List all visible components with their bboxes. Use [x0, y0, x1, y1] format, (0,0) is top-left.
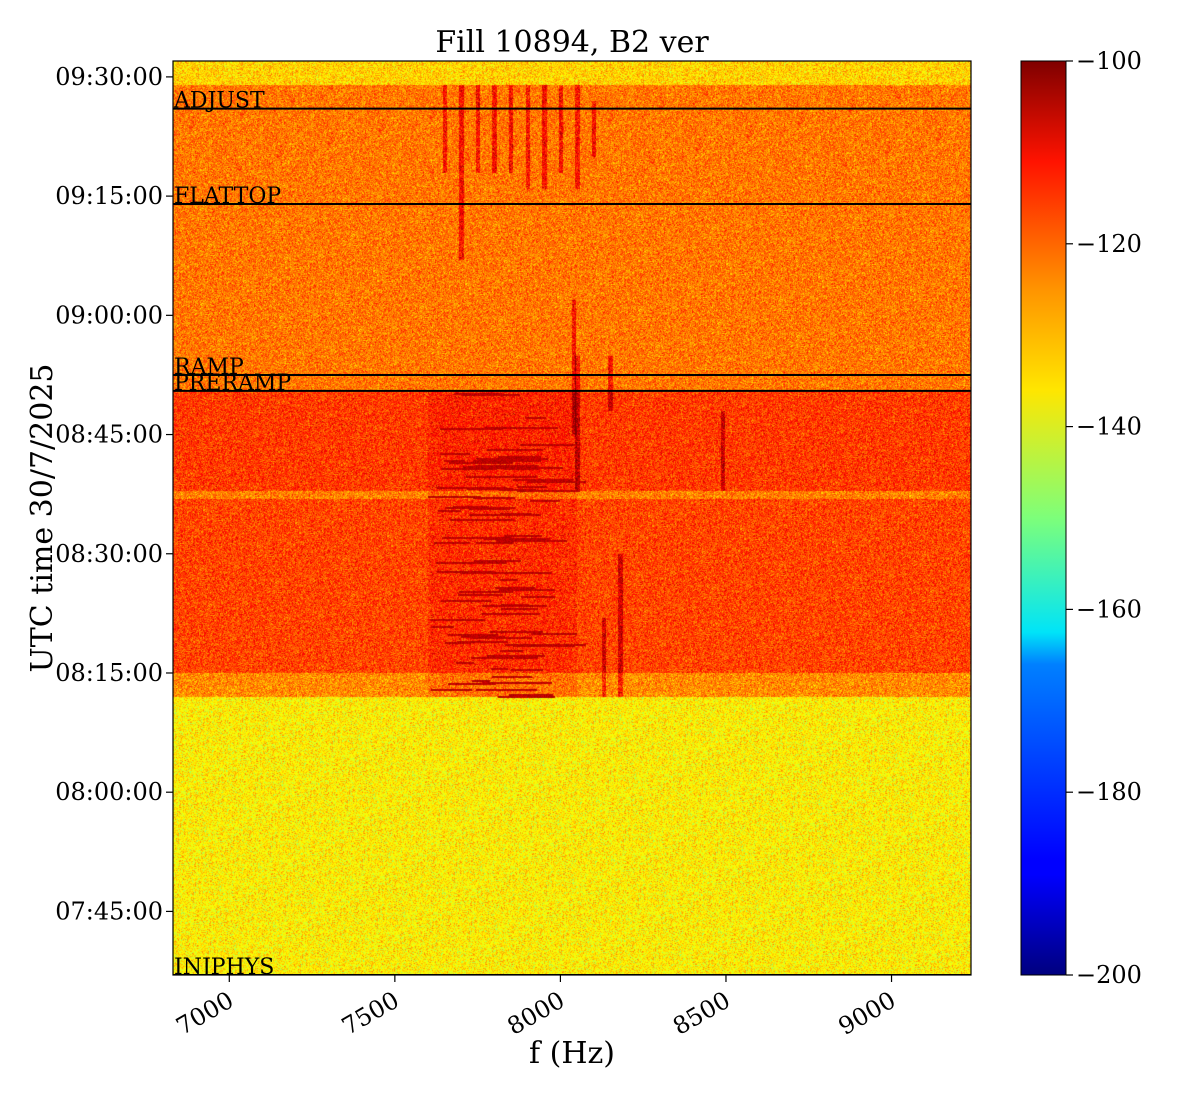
y-tick-label: 08:00:00 [55, 778, 163, 806]
colorbar-tick-label: −160 [1076, 595, 1142, 623]
chart-title: Fill 10894, B2 ver [435, 25, 709, 60]
phase-label: RAMP [174, 355, 244, 380]
y-tick-label: 09:15:00 [55, 182, 163, 210]
y-tick-label: 08:15:00 [55, 659, 163, 687]
x-tick-label: 8000 [503, 986, 570, 1041]
plot-frame [172, 60, 972, 976]
y-tick-label: 08:30:00 [55, 540, 163, 568]
phase-label: FLATTOP [174, 184, 281, 209]
colorbar-tick-label: −100 [1076, 47, 1142, 75]
y-tick-label: 09:30:00 [55, 63, 163, 91]
x-tick-label: 7000 [171, 986, 238, 1041]
colorbar-tick-label: −200 [1076, 961, 1142, 989]
y-tick-label: 07:45:00 [55, 897, 163, 925]
colorbar-tick-label: −140 [1076, 413, 1142, 441]
colorbar-tick-label: −180 [1076, 778, 1142, 806]
phase-label: ADJUST [173, 89, 265, 114]
colorbar-tick-label: −120 [1076, 230, 1142, 258]
x-axis-label: f (Hz) [529, 1036, 615, 1071]
y-tick-label: 09:00:00 [55, 301, 163, 329]
y-tick-label: 08:45:00 [55, 421, 163, 449]
phase-label: INJPHYS [174, 955, 274, 980]
x-tick-label: 9000 [834, 986, 901, 1041]
y-axis-label: UTC time 30/7/2025 [25, 364, 60, 673]
heatmap-raster [173, 61, 971, 975]
x-tick-label: 8500 [668, 986, 735, 1041]
spectrogram-heatmap [173, 61, 971, 975]
x-tick-label: 7500 [337, 986, 404, 1041]
colorbar [1020, 60, 1067, 976]
